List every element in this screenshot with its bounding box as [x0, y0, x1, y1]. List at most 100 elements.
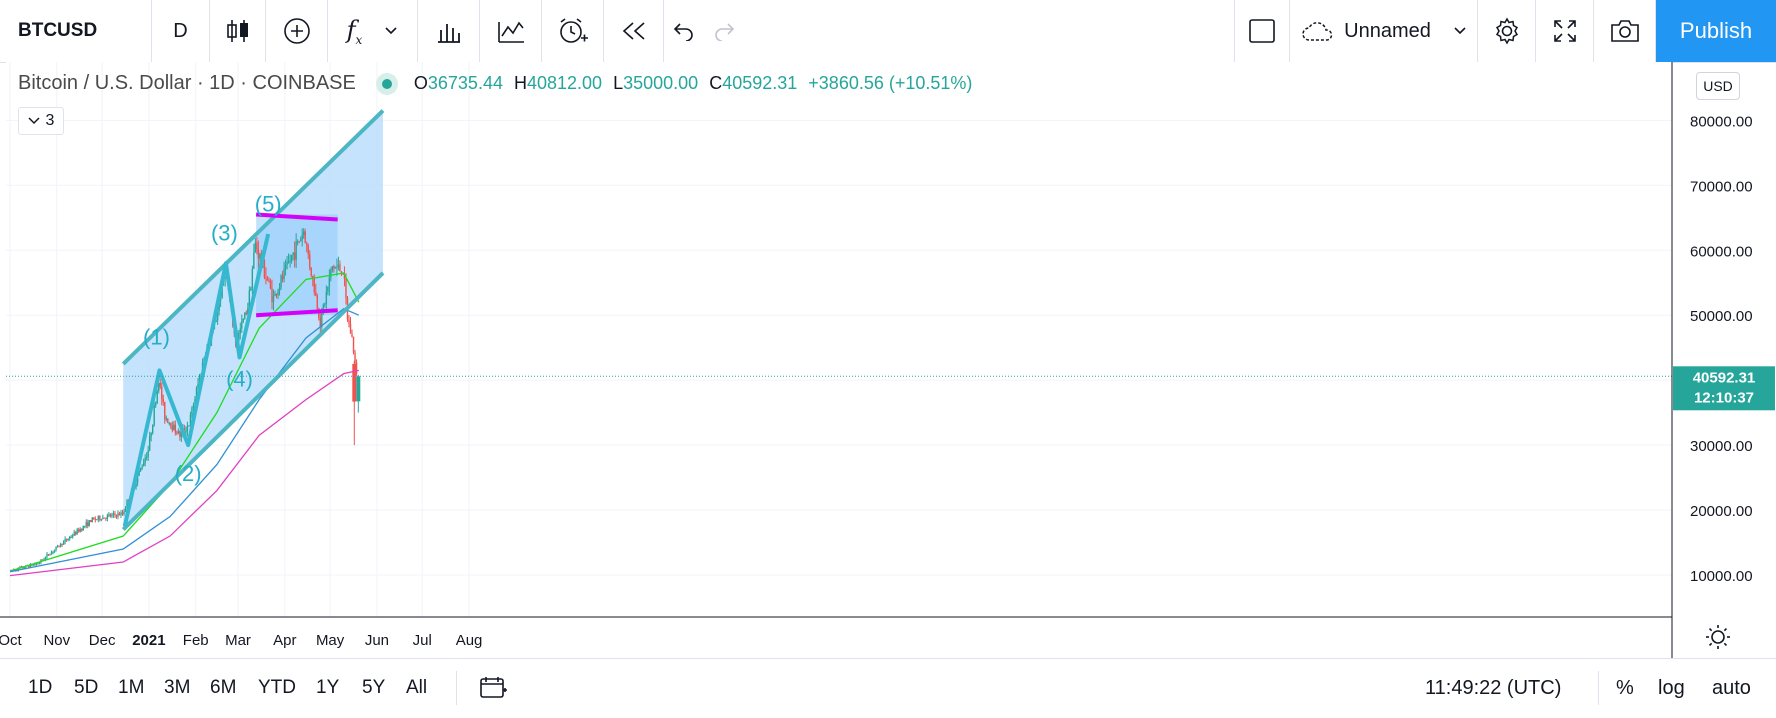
candle	[299, 239, 302, 242]
candle	[343, 274, 346, 279]
candle	[349, 323, 352, 334]
candle	[148, 436, 151, 451]
candle	[121, 512, 124, 515]
candle	[147, 450, 149, 457]
candle	[334, 267, 337, 269]
price-tick-label: 30000.00	[1690, 438, 1753, 455]
moving-average-mid[interactable]	[9, 307, 360, 573]
range-button-ytd[interactable]: YTD	[258, 677, 296, 698]
time-tick-label: Feb	[183, 632, 209, 649]
range-button-6m[interactable]: 6M	[210, 677, 237, 698]
candle	[265, 277, 267, 279]
channel-lower-line[interactable]	[121, 271, 385, 531]
rectangle-top-line[interactable]	[256, 212, 338, 222]
range-button-all[interactable]: All	[406, 677, 428, 698]
candle	[309, 254, 311, 268]
candle	[52, 551, 54, 553]
candle	[324, 303, 326, 305]
price-axis[interactable]: 80000.0070000.0060000.0050000.0040000.00…	[1690, 113, 1753, 585]
symbol-title[interactable]: Bitcoin / U.S. Dollar · 1D · COINBASE	[18, 72, 356, 94]
moving-average-slow[interactable]	[9, 369, 359, 577]
price-tick-label: 10000.00	[1690, 568, 1753, 585]
candle	[257, 249, 260, 259]
redo-icon[interactable]	[712, 21, 736, 41]
percent-toggle[interactable]: %	[1616, 677, 1634, 699]
candle	[103, 517, 106, 519]
wave-label: (5)	[255, 191, 282, 216]
auto-toggle[interactable]: auto	[1712, 677, 1751, 699]
range-button-1m[interactable]: 1M	[118, 677, 145, 698]
candle	[327, 286, 329, 292]
compare-button[interactable]	[266, 0, 328, 62]
settings-button[interactable]	[1478, 0, 1536, 62]
symbol-search-button[interactable]: BTCUSD	[0, 0, 152, 62]
candle	[68, 537, 71, 539]
layout-name-button[interactable]: Unnamed	[1290, 0, 1478, 62]
candle	[298, 241, 300, 243]
square-icon	[1249, 19, 1275, 43]
select-layout-button[interactable]	[1234, 0, 1290, 62]
candle	[215, 320, 217, 322]
fullscreen-button[interactable]	[1536, 0, 1594, 62]
price-chart[interactable]: (1) (2) (3) (4) (5) 80000.00 70000.00 60000.00 5…	[0, 62, 1776, 658]
candle	[180, 431, 183, 437]
currency-button[interactable]: USD	[1696, 72, 1740, 100]
moving-average-fast[interactable]	[9, 272, 360, 572]
candle	[274, 293, 276, 297]
last-price-badge[interactable]	[1673, 366, 1775, 411]
go-to-date-button[interactable]	[478, 674, 508, 705]
chevron-down-icon	[28, 117, 40, 125]
templates-button[interactable]	[480, 0, 542, 62]
candle	[256, 242, 258, 250]
chart-settings-icon[interactable]	[1706, 625, 1730, 649]
candle	[67, 538, 69, 541]
candle	[151, 424, 154, 433]
candle	[242, 318, 244, 322]
range-button-3m[interactable]: 3M	[164, 677, 191, 698]
candle	[354, 352, 356, 363]
candle	[144, 457, 146, 464]
range-button-5d[interactable]: 5D	[74, 677, 99, 698]
candle	[219, 298, 222, 301]
time-axis[interactable]: Oct Nov Dec 2021 Feb Mar Apr May Jun Jul Aug	[0, 632, 482, 649]
time-tick-label: Jul	[413, 632, 432, 649]
candle	[296, 241, 299, 243]
indicators-button[interactable]: fx	[328, 0, 418, 62]
candle	[65, 539, 68, 541]
market-status-icon[interactable]	[375, 72, 398, 95]
ohlc-values: O36735.44 H40812.00 L35000.00 C40592.31 …	[413, 73, 973, 93]
log-toggle[interactable]: log	[1658, 677, 1685, 699]
time-tick-label: Dec	[89, 632, 116, 649]
candle	[321, 311, 323, 328]
candle	[238, 333, 240, 342]
undo-icon[interactable]	[672, 21, 696, 41]
chart-type-button[interactable]	[210, 0, 266, 62]
time-tick-label: Mar	[225, 632, 251, 649]
publish-button[interactable]: Publish	[1656, 0, 1776, 62]
snapshot-button[interactable]	[1594, 0, 1656, 62]
channel-upper-line[interactable]	[121, 109, 385, 366]
range-rectangle[interactable]	[256, 214, 338, 316]
rectangle-bottom-line[interactable]	[256, 308, 338, 318]
replay-button[interactable]	[604, 0, 664, 62]
range-button-1y[interactable]: 1Y	[316, 677, 340, 698]
range-button-5y[interactable]: 5Y	[362, 677, 386, 698]
candle	[102, 517, 104, 520]
candle	[150, 432, 152, 437]
financials-button[interactable]	[418, 0, 480, 62]
candle	[194, 398, 196, 406]
candle	[348, 319, 350, 324]
candle	[84, 525, 86, 527]
alert-button[interactable]	[542, 0, 604, 62]
candle	[352, 336, 355, 353]
candle	[197, 383, 199, 389]
range-button-1d[interactable]: 1D	[28, 677, 53, 698]
sun-icon-ray	[1708, 627, 1713, 632]
candle	[161, 386, 163, 400]
candle	[81, 529, 83, 531]
interval-button[interactable]: D	[152, 0, 210, 62]
elliott-wave-line[interactable]	[122, 233, 271, 527]
indicators-collapse-button[interactable]: 3	[18, 107, 64, 135]
utc-clock[interactable]: 11:49:22 (UTC)	[1425, 677, 1562, 699]
candle	[185, 431, 187, 433]
